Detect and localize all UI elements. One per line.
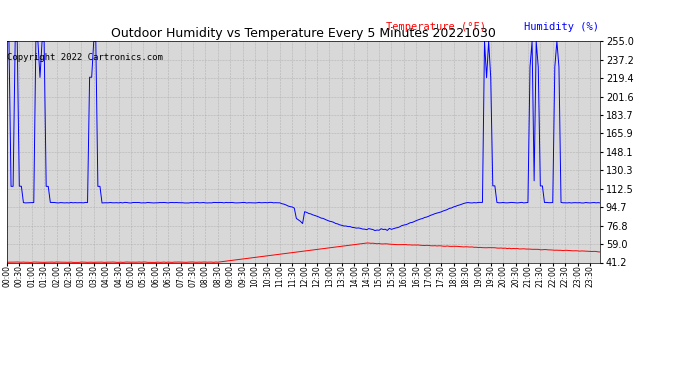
- Text: Humidity (%): Humidity (%): [524, 22, 600, 32]
- Title: Outdoor Humidity vs Temperature Every 5 Minutes 20221030: Outdoor Humidity vs Temperature Every 5 …: [111, 27, 496, 40]
- Text: Temperature (°F): Temperature (°F): [386, 22, 486, 32]
- Text: Copyright 2022 Cartronics.com: Copyright 2022 Cartronics.com: [7, 53, 163, 62]
